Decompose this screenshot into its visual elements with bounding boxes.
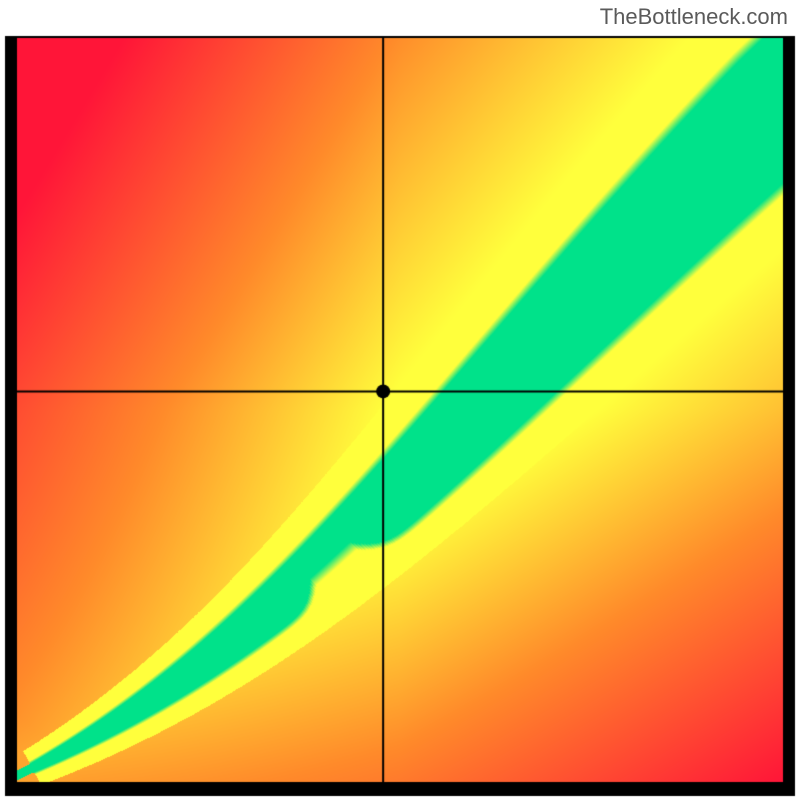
chart-container: TheBottleneck.com: [0, 0, 800, 800]
heatmap-canvas: [0, 0, 800, 800]
watermark-text: TheBottleneck.com: [600, 4, 788, 30]
